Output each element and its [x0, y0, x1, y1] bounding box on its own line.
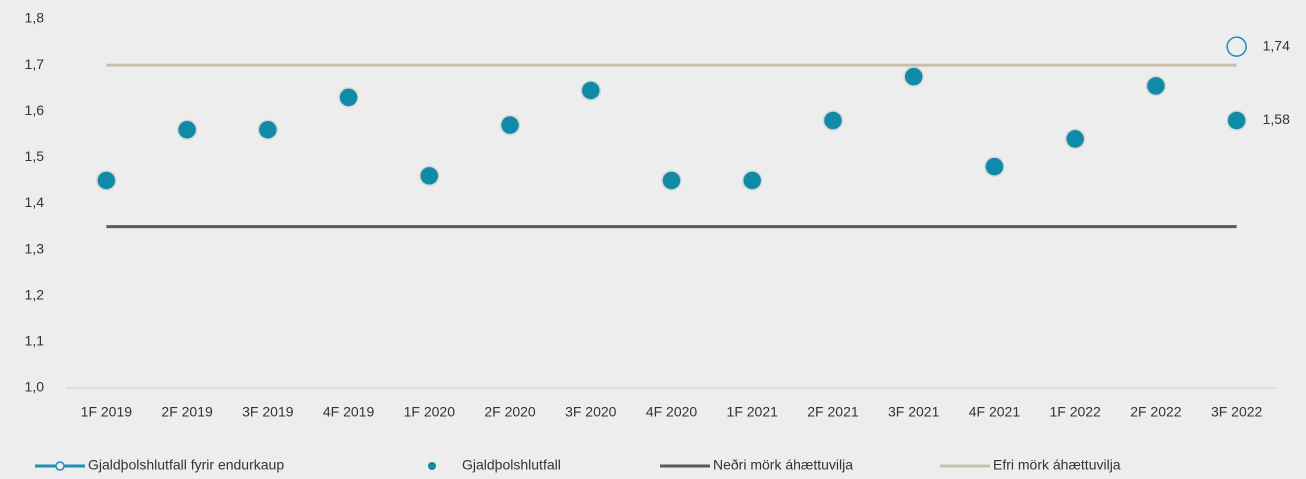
- data-point: [661, 170, 682, 191]
- x-tick-label: 2F 2021: [807, 404, 859, 420]
- x-tick-label: 3F 2022: [1211, 404, 1263, 420]
- legend-marker: [428, 462, 436, 470]
- data-point: [176, 119, 198, 140]
- x-tick-label: 1F 2022: [1049, 404, 1101, 420]
- x-tick-label: 3F 2019: [242, 404, 294, 420]
- legend-label: Efri mörk áhættuvilja: [993, 457, 1121, 473]
- data-point: [903, 66, 924, 87]
- legend-label: Gjaldþolshlutfall: [462, 457, 561, 473]
- x-tick-label: 3F 2021: [888, 404, 940, 420]
- x-tick-label: 4F 2020: [646, 404, 698, 420]
- y-tick-label: 1,6: [25, 102, 45, 118]
- x-tick-label: 2F 2020: [484, 404, 536, 420]
- y-tick-label: 1,5: [25, 148, 45, 164]
- x-tick-label: 4F 2019: [323, 404, 375, 420]
- data-point: [984, 156, 1005, 177]
- data-point: [1064, 128, 1086, 150]
- y-tick-label: 1,4: [25, 194, 45, 210]
- x-tick-label: 2F 2022: [1130, 404, 1182, 420]
- x-tick-label: 1F 2021: [727, 404, 779, 420]
- data-point: [580, 80, 602, 101]
- value-label: 1,74: [1263, 37, 1290, 53]
- value-label: 1,58: [1263, 111, 1290, 127]
- x-tick-label: 2F 2019: [161, 404, 213, 420]
- legend-label: Neðri mörk áhættuvilja: [713, 457, 853, 473]
- x-tick-label: 3F 2020: [565, 404, 617, 420]
- x-tick-label: 1F 2019: [81, 404, 133, 420]
- y-tick-label: 1,3: [25, 240, 45, 256]
- data-point: [96, 170, 117, 191]
- y-tick-label: 1,0: [25, 379, 45, 395]
- data-point: [338, 87, 359, 108]
- data-point: [822, 110, 844, 131]
- open-point: [1226, 36, 1247, 57]
- x-tick-label: 1F 2020: [404, 404, 456, 420]
- legend-marker: [55, 461, 65, 471]
- data-point: [1145, 75, 1167, 97]
- y-tick-label: 1,2: [25, 286, 45, 302]
- y-tick-label: 1,1: [25, 333, 45, 349]
- data-point: [499, 114, 521, 136]
- data-point: [257, 119, 279, 140]
- data-point: [1226, 110, 1247, 131]
- data-point: [419, 165, 440, 187]
- x-tick-label: 4F 2021: [969, 404, 1021, 420]
- data-point: [741, 170, 763, 191]
- y-tick-label: 1,7: [25, 56, 45, 72]
- legend-label: Gjaldþolshlutfall fyrir endurkaup: [88, 457, 284, 473]
- y-tick-label: 1,8: [25, 10, 45, 26]
